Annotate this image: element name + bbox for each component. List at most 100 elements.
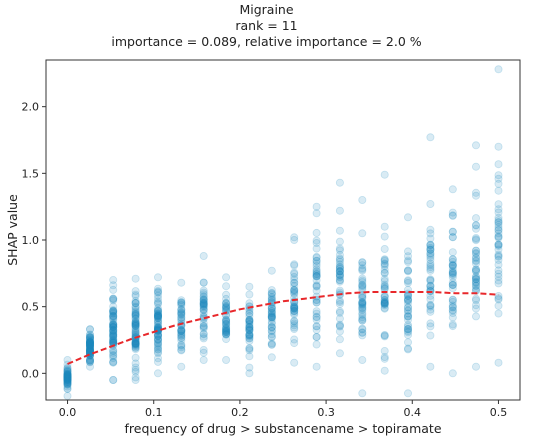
data-point [448, 280, 457, 289]
data-point [335, 320, 344, 329]
data-point [153, 311, 162, 320]
data-point [267, 318, 276, 327]
data-point [153, 309, 162, 318]
data-point [222, 319, 231, 328]
data-point [312, 236, 321, 245]
data-point [448, 233, 457, 242]
data-point [335, 263, 344, 272]
data-point [222, 324, 231, 333]
data-point [494, 240, 503, 249]
data-point [494, 220, 503, 229]
data-point [86, 333, 95, 342]
data-point [86, 356, 95, 365]
data-point [335, 314, 344, 323]
data-point [312, 270, 321, 279]
data-point [290, 302, 299, 311]
data-point [358, 306, 367, 315]
data-point [131, 321, 140, 330]
data-point [290, 288, 299, 297]
data-point [131, 339, 140, 348]
data-point [177, 331, 186, 340]
data-point [358, 309, 367, 318]
x-tick-label: 0.4 [404, 406, 422, 419]
data-point [494, 232, 503, 241]
data-point [403, 278, 412, 287]
data-point [312, 362, 321, 371]
data-point [153, 284, 162, 293]
data-point [109, 312, 118, 321]
data-point [426, 199, 435, 208]
data-point [426, 261, 435, 270]
data-point [335, 296, 344, 305]
data-point [131, 310, 140, 319]
data-point [131, 373, 140, 382]
data-point [177, 313, 186, 322]
data-point [448, 260, 457, 269]
data-point [109, 332, 118, 341]
data-point [222, 327, 231, 336]
data-point [403, 309, 412, 318]
data-point [312, 322, 321, 331]
data-point [153, 322, 162, 331]
data-point [222, 317, 231, 326]
data-point [86, 338, 95, 347]
data-point [153, 306, 162, 315]
data-point [494, 269, 503, 278]
data-point [448, 280, 457, 289]
data-point [63, 373, 72, 382]
data-point [312, 256, 321, 265]
data-point [131, 317, 140, 326]
data-point [245, 330, 254, 339]
plot-frame [45, 59, 521, 401]
data-point [245, 363, 254, 372]
data-point [471, 275, 480, 284]
data-point [290, 302, 299, 311]
y-axis-ticks: 0.0 0.5 1.0 1.5 2.0 [22, 101, 46, 380]
data-point [471, 362, 480, 371]
data-point [109, 296, 118, 305]
data-point [426, 234, 435, 243]
data-point [403, 303, 412, 312]
data-point [267, 332, 276, 341]
data-point [471, 248, 480, 257]
data-point [109, 326, 118, 335]
data-point [245, 322, 254, 331]
data-point [199, 303, 208, 312]
data-point [335, 254, 344, 263]
data-point [380, 303, 389, 312]
data-point [380, 299, 389, 308]
data-point [109, 351, 118, 360]
data-point [471, 284, 480, 293]
data-point [177, 308, 186, 317]
data-point [222, 329, 231, 338]
data-point [177, 305, 186, 314]
data-point [426, 275, 435, 284]
data-point [153, 309, 162, 318]
data-point [494, 171, 503, 180]
data-point [403, 294, 412, 303]
data-point [109, 275, 118, 284]
data-point [403, 299, 412, 308]
data-point [245, 330, 254, 339]
data-point [86, 340, 95, 349]
data-point [358, 315, 367, 324]
data-point [131, 287, 140, 296]
data-point [63, 373, 72, 382]
data-point [177, 362, 186, 371]
data-point [245, 344, 254, 353]
data-point [109, 358, 118, 367]
data-point [267, 340, 276, 349]
x-tick-label: 0.0 [59, 406, 77, 419]
data-point [471, 279, 480, 288]
data-point [86, 325, 95, 334]
data-point [131, 324, 140, 333]
data-point [312, 298, 321, 307]
data-point [312, 286, 321, 295]
data-point [380, 282, 389, 291]
data-point [245, 352, 254, 361]
data-point [109, 294, 118, 303]
data-point [86, 342, 95, 351]
data-point [222, 322, 231, 331]
data-point [471, 191, 480, 200]
data-point [290, 304, 299, 313]
